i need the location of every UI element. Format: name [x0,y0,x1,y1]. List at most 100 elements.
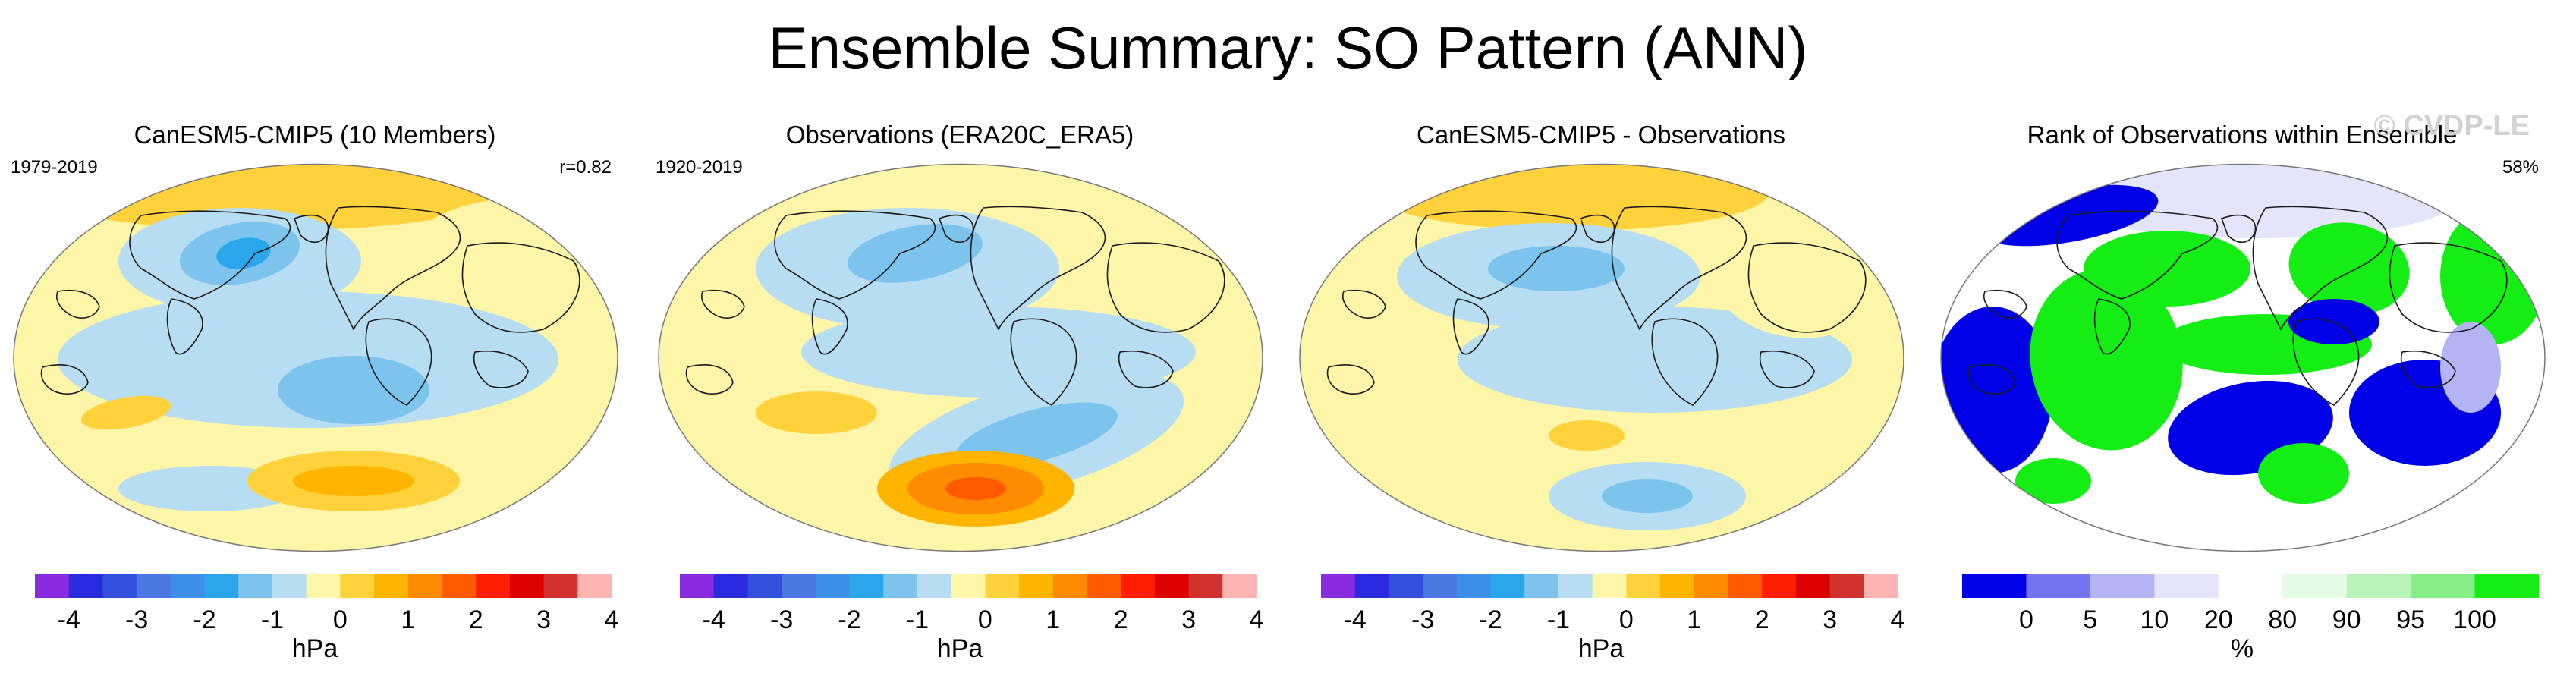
colorbar-box [102,574,137,598]
panel-title: Rank of Observations within Ensemble [2027,121,2458,149]
colorbar-box [1762,574,1797,598]
colorbar-box [1829,574,1864,598]
colorbar-box [204,574,239,598]
coastline-4 [1010,318,1077,406]
colorbar-box [577,574,612,598]
colorbar-tick-label: 10 [2140,605,2169,634]
colorbar-box [1222,574,1257,598]
colorbar [35,574,612,598]
coastline-7 [1983,289,2027,319]
rank-high-arctic [2061,164,2455,238]
pos-amundsen-core [945,477,1006,500]
colorbar-box [306,574,341,598]
colorbar-tick-label: 90 [2332,605,2361,634]
panel-title: Observations (ERA20C_ERA5) [785,121,1134,149]
pos-south-pacific [1549,420,1625,451]
coastline-6 [473,350,529,388]
coastline-4 [2292,318,2360,406]
watermark: © CVDP-LE [2373,110,2530,142]
colorbar-box [1490,574,1525,598]
colorbar-box [1052,574,1087,598]
coastline-5 [2389,242,2508,333]
colorbar-box [2411,574,2476,598]
colorbar-tick-label: 2 [1754,605,1769,634]
colorbar-tick-label: -2 [1479,605,1502,634]
coastline-4 [365,318,432,406]
colorbar-box [1121,574,1156,598]
map-field [14,164,618,511]
colorbar-tick-label: 2 [1113,605,1128,634]
colorbar-tick-label: -1 [905,605,929,634]
colorbar-tick-label: 0 [2018,605,2033,634]
coastline-3 [1611,206,1747,331]
colorbar [1962,574,2539,598]
colorbar-box [2474,574,2539,598]
colorbar [1321,574,1898,598]
rank-pale-east [2440,322,2501,413]
rank-high-southwest [2015,458,2091,504]
coastline-0 [2056,210,2219,300]
coastline-2 [2093,298,2131,355]
coastline-8 [40,364,89,395]
colorbar-box [1962,574,2027,598]
coastline-5 [1106,242,1225,333]
colorbar-box [815,574,851,598]
globe-map [1940,163,2546,552]
colorbar-tick-label: 5 [2083,605,2098,634]
colorbar-box [272,574,307,598]
colorbar-box [1795,574,1831,598]
colorbar-tick-label: 100 [2453,605,2496,634]
colorbar-box [1087,574,1121,598]
map-outline [1299,163,1904,552]
colorbar-tick-label: -4 [57,605,80,634]
panel-period: 1979-2019 [11,157,98,178]
coastline-6 [1760,350,1815,388]
globe-map [658,163,1263,552]
pos-australia [756,391,877,434]
coastline-3 [2252,206,2389,331]
colorbar-unit: hPa [291,634,338,663]
map-outline [658,163,1263,552]
colorbar-box [713,574,748,598]
globe-map [1299,163,1904,552]
colorbar-ticks: -4 -3 -2 -1 0 1 2 3 4 [1321,605,1905,643]
colorbar-box [1423,574,1458,598]
colorbar-box [1524,574,1559,598]
colorbar-box [407,574,442,598]
colorbar-tick-label: -3 [124,605,149,634]
coastline-2 [1452,298,1489,355]
map-outline [13,163,618,552]
panel-title: CanESM5-CMIP5 - Observations [1417,121,1785,149]
colorbar-box [1321,574,1356,598]
coastline-7 [56,289,100,319]
colorbar-box [2218,574,2283,598]
coastline-2 [811,298,848,355]
coastline-6 [2401,350,2456,388]
main-title: Ensemble Summary: SO Pattern (ANN) [768,14,1808,81]
colorbar-box [2346,574,2411,598]
neg-south-core [1602,479,1693,513]
coastline-8 [1967,364,2016,395]
pos-southern-core [293,466,414,496]
neg-aleutian-core [216,237,271,269]
colorbar-tick-label: 4 [1890,605,1905,634]
colorbar-box [917,574,952,598]
colorbar-box [509,574,545,598]
colorbar-tick-label: -3 [1411,605,1435,634]
map-outline [1940,163,2546,552]
coastline-8 [1326,364,1375,395]
colorbar-tick-label: 4 [1249,605,1264,634]
colorbar-unit: % [2230,634,2254,663]
colorbar-box [340,574,375,598]
colorbar-tick-label: 3 [536,605,552,634]
rank-high-south-indian [2258,443,2349,504]
colorbar-tick-label: 95 [2396,605,2426,634]
coastline-0 [129,210,291,300]
coastline-3 [970,206,1106,331]
colorbar-tick-label: 3 [1181,605,1197,634]
coastline-2 [166,298,203,355]
colorbar-box [374,574,409,598]
colorbar-box [238,574,273,598]
colorbar-ticks: 0 5 10 20 80 90 95 100 [1962,605,2539,643]
map-field [685,206,1225,527]
